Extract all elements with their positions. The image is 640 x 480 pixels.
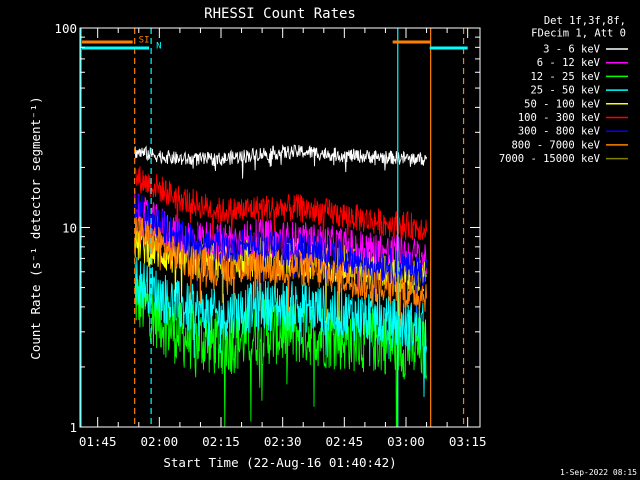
x-tick-label: 02:30 <box>264 434 302 449</box>
x-axis-label: Start Time (22-Aug-16 01:40:42) <box>163 455 396 470</box>
series-line-25-50-kev <box>134 257 428 398</box>
legend-entry-label: 6 - 12 keV <box>537 57 601 69</box>
legend-entry-label: 12 - 25 keV <box>530 71 600 83</box>
attenuator-label-n: N <box>156 42 161 52</box>
x-tick-label: 03:00 <box>387 434 425 449</box>
timestamp: 1-Sep-2022 08:15 <box>560 468 637 477</box>
legend-entry-label: 800 - 7000 keV <box>511 139 600 151</box>
series-line-12-25-kev <box>134 272 428 428</box>
legend-header: FDecim 1, Att 0 <box>531 28 626 40</box>
y-tick-label: 100 <box>54 21 77 36</box>
series-line-800-7000-kev <box>134 216 428 327</box>
y-tick-label: 1 <box>69 420 77 435</box>
y-axis-label: Count Rate (s⁻¹ detector segment⁻¹) <box>28 96 43 359</box>
x-axis: 01:45 02:00 02:15 02:30 02:45 03:00 03:15 <box>79 28 487 449</box>
legend-header: Det 1f,3f,8f, <box>544 15 626 27</box>
vertical-lines <box>80 28 465 427</box>
legend-entry-label: 7000 - 15000 keV <box>499 153 601 165</box>
legend-entry-label: 25 - 50 keV <box>530 85 600 97</box>
chart-title: RHESSI Count Rates <box>204 6 356 22</box>
x-tick-label: 03:15 <box>449 434 487 449</box>
x-tick-label: 02:45 <box>326 434 364 449</box>
x-tick-label: 02:00 <box>141 434 179 449</box>
y-tick-label: 10 <box>62 221 77 236</box>
x-tick-label: 02:15 <box>202 434 240 449</box>
legend-entry-label: 300 - 800 keV <box>518 126 601 138</box>
series-layer <box>134 144 428 428</box>
attenuator-label-si: SI <box>139 36 150 46</box>
y-axis: 1 10 100 <box>54 21 480 435</box>
legend-entry-label: 50 - 100 keV <box>524 98 601 110</box>
x-tick-label: 01:45 <box>79 434 117 449</box>
series-line-3-6-kev <box>134 144 428 179</box>
attenuator-markers: SI N <box>82 36 468 52</box>
legend-entry-label: 100 - 300 keV <box>518 112 601 124</box>
legend-entry-label: 3 - 6 keV <box>543 44 601 56</box>
series-line-100-300-kev <box>134 166 428 241</box>
